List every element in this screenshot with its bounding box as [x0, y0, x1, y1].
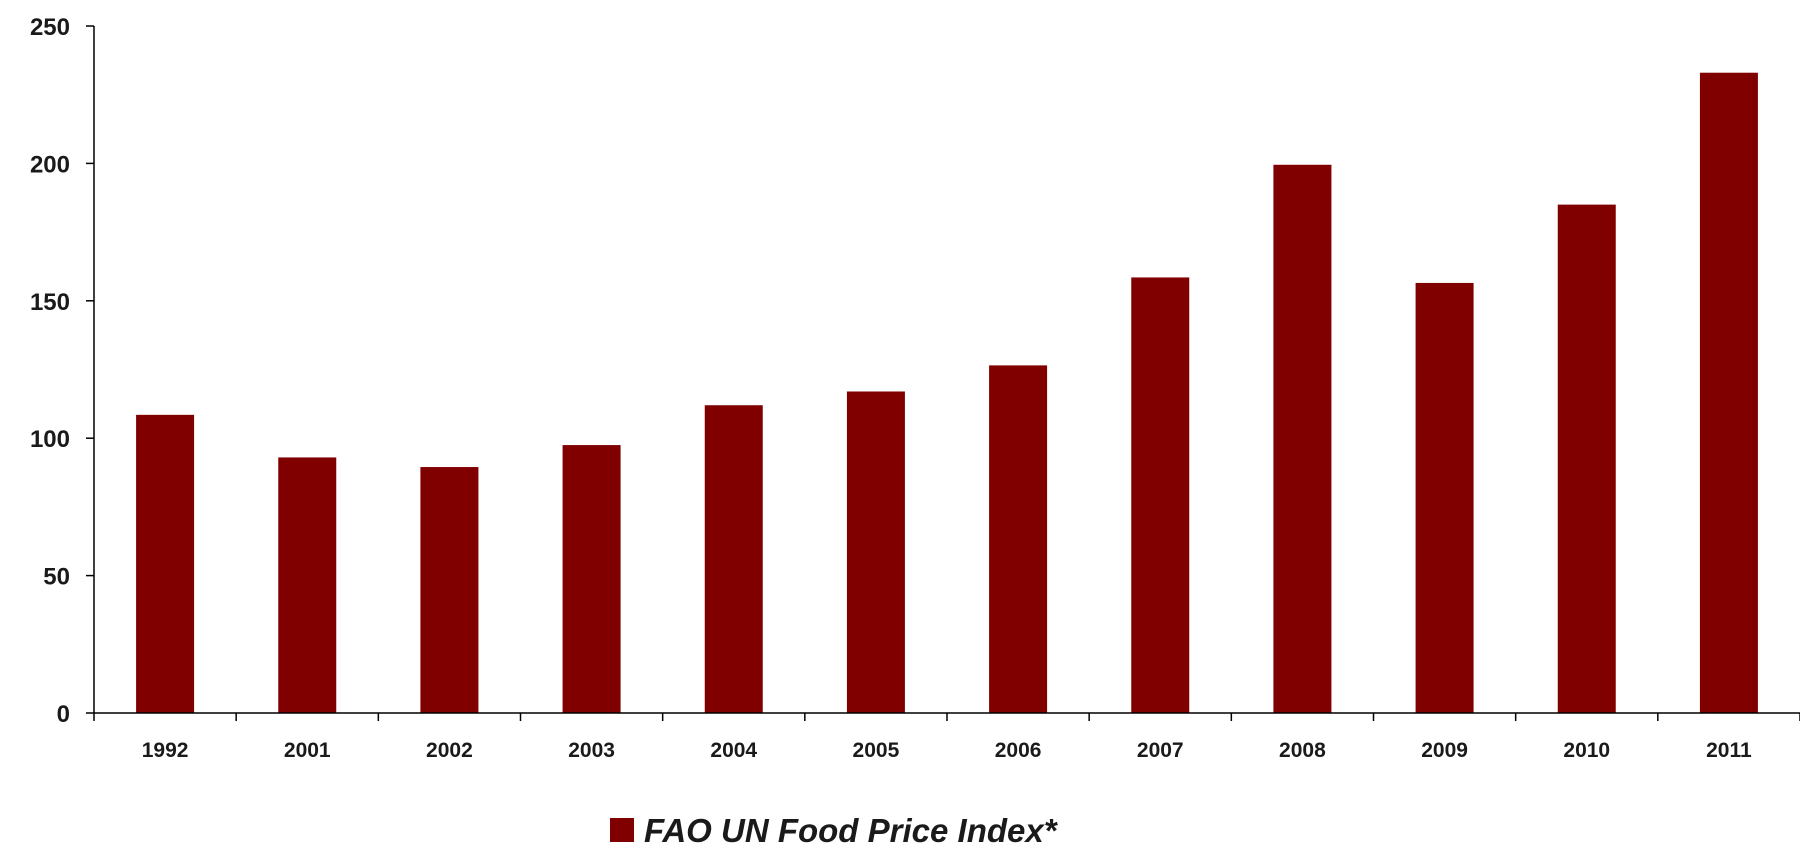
- y-tick-label-50: 50: [43, 564, 70, 591]
- bars-layer: [136, 72, 1758, 714]
- bar-2003: [562, 445, 621, 713]
- bar-2001: [278, 457, 337, 713]
- x-tick-label-1992: 1992: [142, 739, 189, 762]
- x-tick-label-2008: 2008: [1279, 739, 1326, 762]
- legend: FAO UN Food Price Index*: [610, 812, 1059, 849]
- bar-2007: [1131, 277, 1190, 713]
- x-tick-label-2002: 2002: [426, 739, 473, 762]
- x-tick-label-2011: 2011: [1706, 739, 1752, 762]
- x-tick-label-2001: 2001: [284, 739, 331, 762]
- bar-2008: [1273, 164, 1332, 714]
- y-tick-label-250: 250: [30, 14, 70, 41]
- legend-swatch: [610, 818, 634, 842]
- bar-2010: [1557, 204, 1616, 713]
- y-tick-label-0: 0: [57, 701, 70, 728]
- bar-2005: [846, 391, 905, 713]
- legend-label: FAO UN Food Price Index*: [644, 812, 1059, 848]
- y-tick-label-150: 150: [30, 289, 70, 316]
- x-tick-label-2007: 2007: [1137, 739, 1184, 762]
- x-tick-label-2004: 2004: [710, 739, 757, 762]
- x-tick-label-2006: 2006: [995, 739, 1042, 762]
- bar-2006: [989, 365, 1048, 713]
- x-tick-label-2005: 2005: [853, 739, 900, 762]
- axes-layer: [86, 25, 1800, 721]
- bar-2004: [704, 405, 763, 713]
- y-tick-label-200: 200: [30, 151, 70, 178]
- bar-2011: [1699, 72, 1758, 713]
- x-tick-label-2010: 2010: [1563, 739, 1610, 762]
- bar-2009: [1415, 282, 1474, 713]
- bar-1992: [136, 414, 195, 713]
- bar-2002: [420, 467, 479, 713]
- y-tick-label-100: 100: [30, 426, 70, 453]
- x-tick-label-2009: 2009: [1421, 739, 1468, 762]
- x-tick-label-2003: 2003: [568, 739, 615, 762]
- labels-layer: 0 50 100 150 200 250 1992 2001 2002 2003 2004 2005 2…: [30, 14, 1752, 762]
